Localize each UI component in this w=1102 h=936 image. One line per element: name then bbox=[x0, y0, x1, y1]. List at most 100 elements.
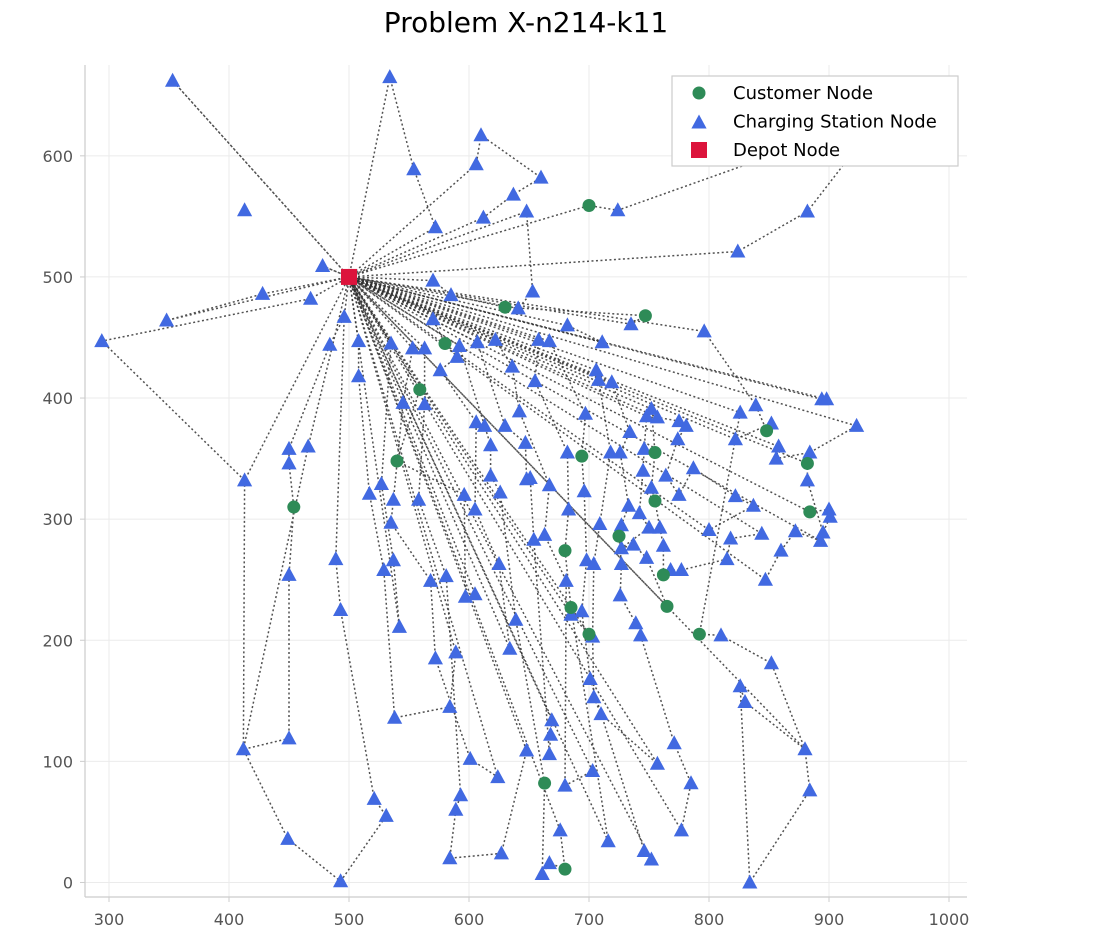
charging-station-marker bbox=[477, 417, 493, 432]
charging-station-marker bbox=[442, 850, 458, 865]
route-line bbox=[348, 210, 534, 310]
charging-station-marker bbox=[537, 526, 553, 541]
charging-station-marker bbox=[586, 556, 602, 570]
charging-station-marker bbox=[819, 391, 835, 406]
charging-station-marker bbox=[799, 472, 815, 487]
charging-station-marker bbox=[763, 655, 779, 670]
y-tick-label: 0 bbox=[63, 873, 73, 892]
charging-station-marker bbox=[376, 562, 392, 576]
charging-station-marker bbox=[612, 587, 628, 602]
charging-station-marker bbox=[541, 333, 557, 348]
charging-station-marker bbox=[303, 290, 319, 305]
charging-station-marker bbox=[822, 508, 838, 523]
charging-station-marker bbox=[586, 689, 602, 704]
charging-station-marker bbox=[405, 340, 421, 355]
charging-station-marker bbox=[315, 258, 331, 272]
charging-station-marker bbox=[448, 801, 464, 816]
charging-station-marker bbox=[613, 517, 629, 532]
charging-station-marker bbox=[255, 285, 271, 300]
charging-station-marker bbox=[635, 462, 651, 477]
charging-station-marker bbox=[382, 69, 398, 84]
charging-station-marker bbox=[462, 750, 478, 765]
charging-station-marker bbox=[641, 519, 657, 534]
customer-marker bbox=[760, 424, 774, 438]
charging-station-marker bbox=[281, 730, 297, 745]
charging-station-marker bbox=[385, 552, 401, 567]
charging-station-marker bbox=[328, 551, 344, 566]
charging-station-marker bbox=[757, 571, 773, 586]
charging-station-marker bbox=[636, 843, 652, 857]
charging-station-marker bbox=[671, 413, 687, 428]
charging-station-marker bbox=[300, 438, 316, 453]
charging-station-marker bbox=[417, 340, 433, 355]
charging-station-marker bbox=[453, 787, 469, 802]
charging-station-marker bbox=[802, 444, 818, 459]
charging-station-marker bbox=[475, 209, 491, 224]
customer-marker bbox=[390, 454, 404, 468]
legend-depot-marker bbox=[691, 142, 707, 158]
charging-station-marker bbox=[448, 644, 464, 659]
charging-station-marker bbox=[541, 477, 557, 492]
y-tick-label: 300 bbox=[42, 510, 73, 529]
legend: Customer Node Charging Station Node Depot … bbox=[671, 75, 959, 167]
charging-station-marker bbox=[504, 358, 520, 373]
charging-station-marker bbox=[631, 505, 647, 520]
charging-station-marker bbox=[449, 348, 465, 363]
charging-station-marker bbox=[425, 311, 441, 326]
charging-station-marker bbox=[623, 316, 639, 331]
charging-station-marker bbox=[383, 514, 399, 529]
charging-station-marker bbox=[592, 516, 608, 530]
charging-station-marker bbox=[280, 830, 296, 845]
charging-station-marker bbox=[577, 405, 593, 420]
charging-station-marker bbox=[732, 404, 748, 419]
charging-station-marker bbox=[683, 775, 699, 790]
charging-station-marker bbox=[281, 566, 297, 581]
charging-station-marker bbox=[628, 615, 644, 630]
charging-station-marker bbox=[727, 431, 743, 446]
charging-station-marker bbox=[387, 709, 403, 724]
charging-station-marker bbox=[591, 371, 607, 386]
route-line bbox=[348, 76, 437, 278]
charging-station-marker bbox=[366, 790, 382, 805]
charging-station-marker bbox=[490, 769, 506, 784]
charging-station-marker bbox=[621, 497, 637, 512]
charging-station-marker bbox=[643, 400, 659, 415]
charging-station-marker bbox=[613, 540, 629, 555]
charging-station-marker bbox=[787, 523, 803, 538]
charging-station-marker bbox=[673, 822, 689, 837]
charging-station-marker bbox=[622, 424, 638, 438]
charging-station-marker bbox=[604, 374, 620, 389]
charging-station-marker bbox=[588, 362, 604, 377]
x-tick-label: 300 bbox=[94, 910, 125, 929]
charging-station-marker bbox=[639, 408, 655, 423]
charging-station-marker bbox=[531, 331, 547, 346]
charging-station-marker bbox=[519, 203, 535, 218]
charging-station-marker bbox=[493, 845, 509, 860]
charging-station-marker bbox=[443, 287, 459, 302]
charging-station-marker bbox=[748, 397, 764, 412]
charging-station-marker bbox=[159, 312, 175, 327]
x-tick-label: 400 bbox=[214, 910, 245, 929]
charging-station-marker bbox=[383, 335, 399, 350]
x-tick-label: 900 bbox=[814, 910, 845, 929]
charging-station-marker bbox=[165, 72, 181, 87]
charging-station-marker bbox=[525, 283, 541, 298]
charging-station-marker bbox=[391, 618, 407, 633]
charging-station-marker bbox=[534, 866, 550, 880]
x-tick-label: 1000 bbox=[929, 910, 970, 929]
charging-station-marker bbox=[541, 855, 557, 870]
charging-station-marker bbox=[730, 243, 746, 258]
charging-station-marker bbox=[670, 431, 686, 446]
charging-station-marker bbox=[526, 531, 542, 546]
charging-station-marker bbox=[281, 455, 297, 470]
charging-station-marker bbox=[600, 833, 616, 848]
charging-station-marker bbox=[603, 444, 619, 459]
charging-station-marker bbox=[492, 484, 508, 499]
customer-marker bbox=[648, 494, 662, 508]
y-tick-label: 500 bbox=[42, 268, 73, 287]
axes bbox=[80, 65, 967, 902]
charging-station-marker bbox=[799, 203, 815, 218]
charging-station-marker bbox=[487, 331, 503, 346]
charging-station-marker bbox=[649, 409, 665, 424]
customer-marker bbox=[564, 601, 578, 615]
